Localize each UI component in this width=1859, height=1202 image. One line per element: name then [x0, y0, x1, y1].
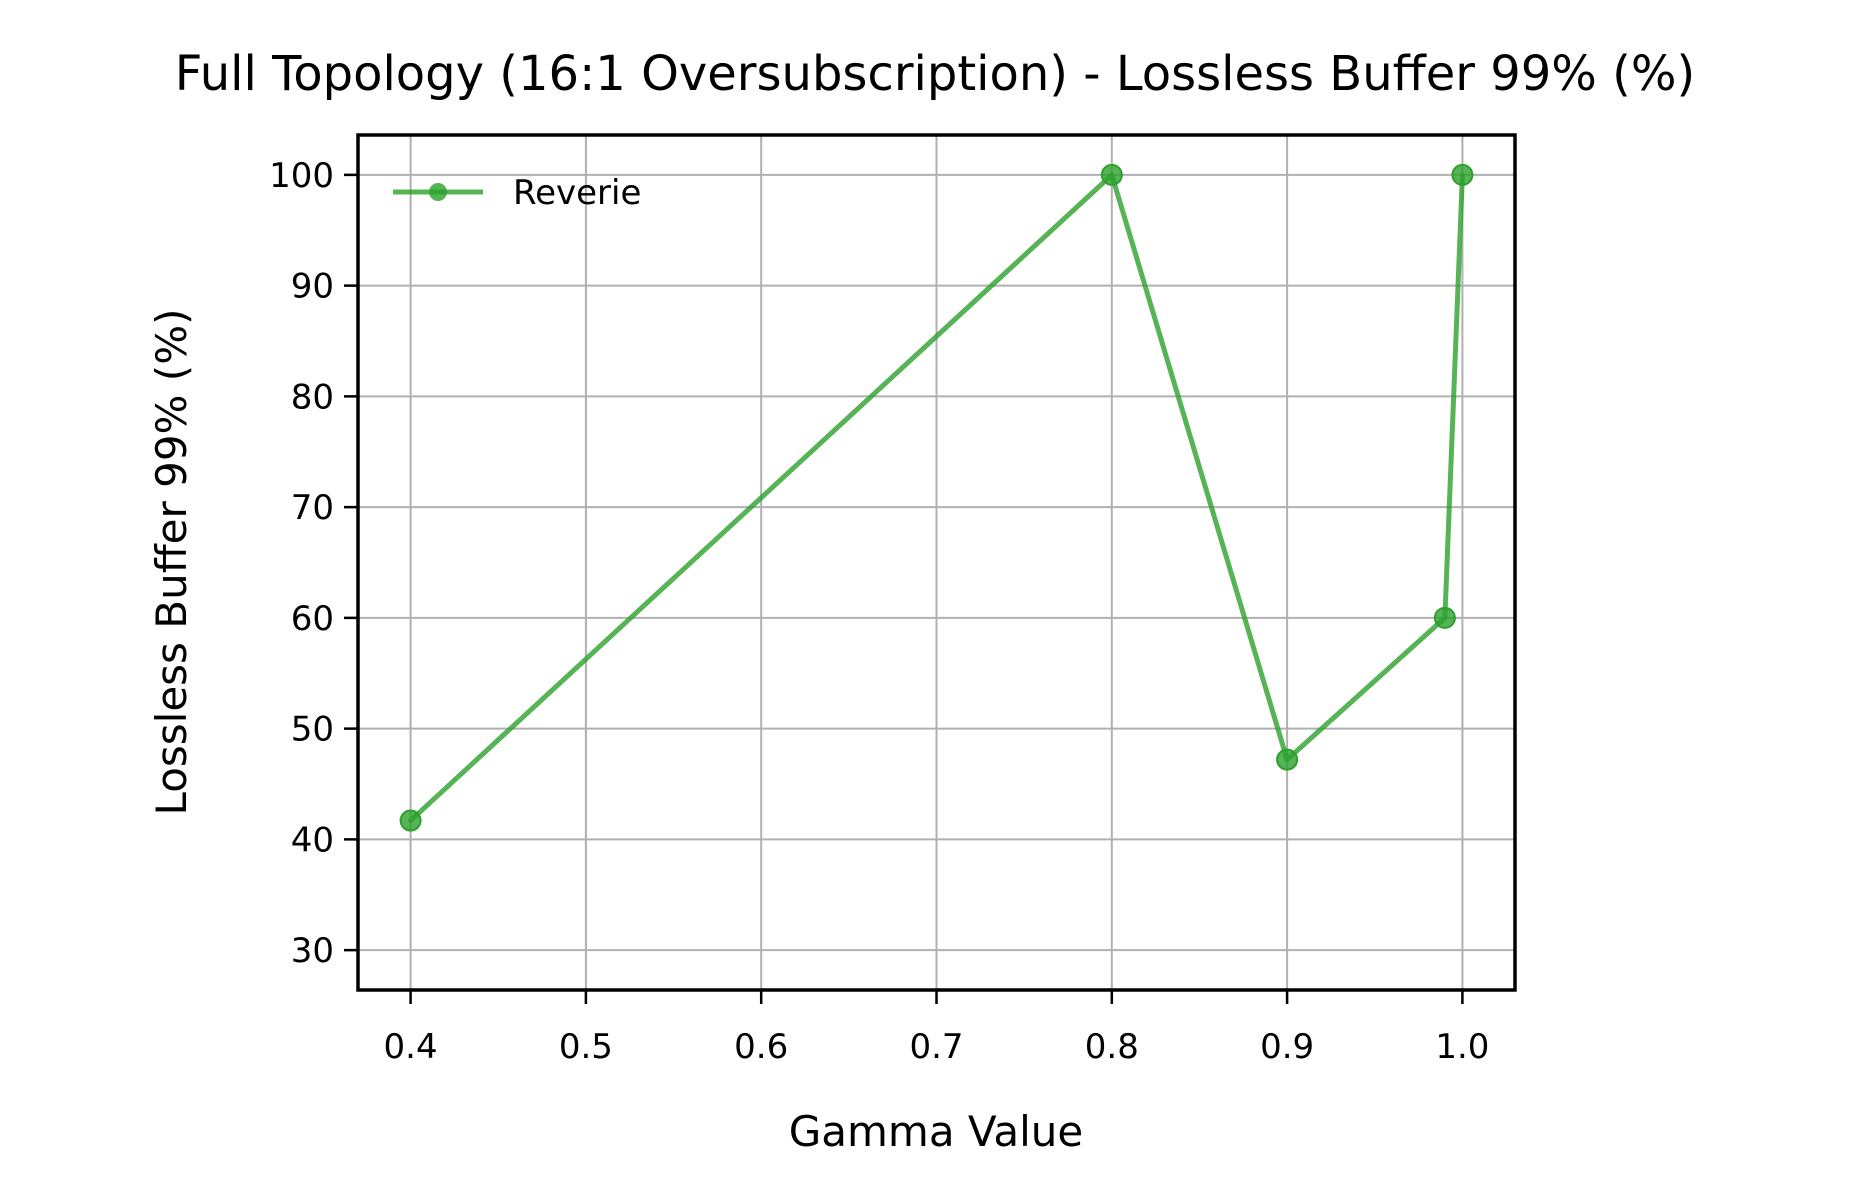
y-tick-label: 40	[291, 820, 334, 860]
data-point	[399, 809, 422, 832]
y-tick-label: 70	[291, 488, 334, 528]
y-tick-label: 60	[291, 599, 334, 639]
axes-frame	[356, 133, 1517, 992]
data-point	[1451, 163, 1474, 186]
x-tick-label: 0.9	[1260, 1027, 1314, 1067]
legend-marker-swatch	[429, 183, 447, 201]
chart-title: Full Topology (16:1 Oversubscription) - …	[175, 46, 1695, 102]
legend-label-reverie: Reverie	[513, 173, 641, 213]
y-tick-label: 100	[269, 156, 334, 196]
y-tick-label: 30	[291, 931, 334, 971]
ticks-layer: 0.4 0.5 0.6 0.7 0.8 0.9 1.0 30 40 50 60 70 80 90 100	[269, 156, 1489, 1067]
series-layer	[399, 163, 1474, 832]
x-tick-label: 1.0	[1435, 1027, 1489, 1067]
data-point	[1100, 163, 1123, 186]
y-tick-label: 90	[291, 267, 334, 307]
data-point	[1433, 606, 1456, 629]
data-point	[1276, 748, 1299, 771]
y-axis-label: Lossless Buffer 99% (%)	[147, 309, 196, 816]
x-tick-label: 0.6	[734, 1027, 788, 1067]
legend: Reverie	[393, 173, 641, 213]
x-axis-label: Gamma Value	[789, 1107, 1084, 1156]
x-tick-label: 0.8	[1085, 1027, 1139, 1067]
y-tick-label: 50	[291, 710, 334, 750]
x-tick-label: 0.7	[909, 1027, 963, 1067]
x-tick-label: 0.5	[559, 1027, 613, 1067]
y-tick-label: 80	[291, 377, 334, 417]
x-tick-label: 0.4	[384, 1027, 438, 1067]
